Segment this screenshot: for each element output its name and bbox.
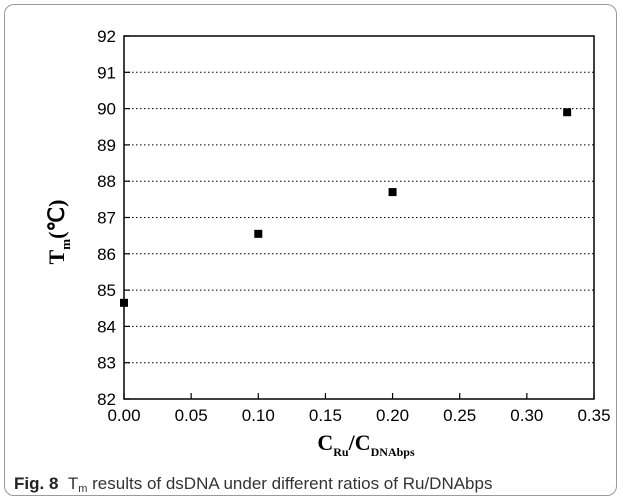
figure-label: Fig. 8 (14, 474, 59, 493)
y-tick-label: 90 (97, 100, 116, 119)
x-tick-label: 0.20 (376, 406, 409, 425)
figure-caption: Fig. 8 Tm results of dsDNA under differe… (14, 474, 614, 499)
caption-text: Tm results of dsDNA under different rati… (67, 474, 493, 495)
y-tick-label: 88 (97, 172, 116, 191)
y-tick-label: 86 (97, 245, 116, 264)
x-tick-label: 0.25 (443, 406, 476, 425)
y-tick-label: 83 (97, 354, 116, 373)
y-tick-label: 87 (97, 209, 116, 228)
y-tick-label: 85 (97, 281, 116, 300)
x-tick-label: 0.00 (107, 406, 140, 425)
data-point (388, 188, 397, 197)
y-tick-label: 84 (97, 317, 116, 336)
y-tick-label: 82 (97, 390, 116, 409)
figure-frame (4, 4, 617, 496)
x-tick-label: 0.05 (175, 406, 208, 425)
x-ticks: 0.00 0.05 0.10 0.15 0.20 0.25 0.30 0.35 (107, 393, 611, 425)
grid-lines (124, 71, 594, 364)
x-tick-label: 0.15 (309, 406, 342, 425)
x-tick-label: 0.35 (577, 406, 610, 425)
x-axis-label: CRu/CDNAbps (317, 430, 415, 459)
x-tick-label: 0.30 (510, 406, 543, 425)
x-tick-label: 0.10 (242, 406, 275, 425)
data-point (254, 229, 263, 238)
y-tick-label: 92 (97, 27, 116, 46)
y-ticks: 82 83 84 85 86 87 88 89 90 91 92 (97, 27, 130, 409)
y-tick-label: 89 (97, 136, 116, 155)
data-point (563, 108, 572, 117)
data-point (120, 298, 128, 307)
y-tick-label: 91 (97, 63, 116, 82)
data-points (120, 108, 572, 307)
y-axis-label: Tm(℃) (44, 200, 73, 265)
plot-area (123, 35, 595, 400)
